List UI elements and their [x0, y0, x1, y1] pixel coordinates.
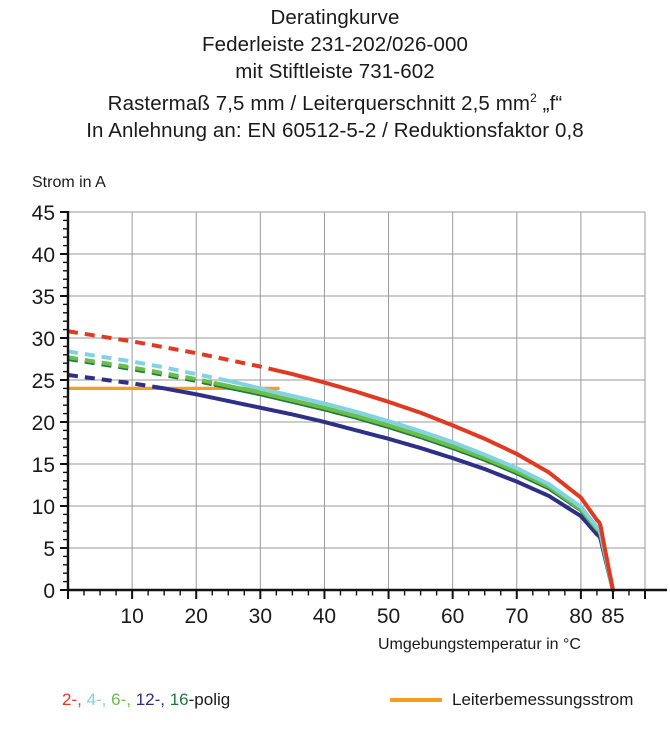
x-axis-label: Umgebungstemperatur in °C [378, 636, 581, 653]
x-tick-label: 60 [441, 605, 464, 628]
series-curve-6-polig [67, 355, 615, 592]
series-dashed-segment [67, 349, 223, 382]
legend-part-1: 4-, [86, 690, 112, 709]
chart-title-block: Deratingkurve Federleiste 231-202/026-00… [0, 4, 670, 144]
y-tick-label: 5 [43, 538, 55, 561]
y-tick-label: 45 [32, 202, 55, 225]
series-solid-segment [155, 385, 615, 592]
x-tick-label: 80 [569, 605, 592, 628]
legend-part-4: 16 [169, 690, 189, 709]
legend-rated-current-entry: Leiterbemessungsstrom [390, 690, 633, 710]
title-line-5: In Anlehnung an: EN 60512-5-2 / Reduktio… [86, 118, 584, 142]
x-tick-label: 40 [313, 605, 336, 628]
chart-legend: 2-, 4-, 6-, 12-, 16-polig Leiterbemessun… [0, 690, 670, 730]
series-dashed-segment [67, 355, 216, 386]
legend-part-2: 6-, [111, 690, 136, 709]
series-solid-segment [277, 369, 615, 592]
y-tick-label: 0 [43, 580, 55, 603]
x-tick-label: 50 [377, 605, 400, 628]
series-dashed-segment [67, 329, 281, 374]
y-tick-label: 15 [32, 454, 55, 477]
x-tick-label: 85 [601, 605, 624, 628]
legend-poles-entry: 2-, 4-, 6-, 12-, 16-polig [62, 690, 230, 710]
series-solid-segment [213, 381, 615, 592]
x-tick-label: 10 [120, 605, 143, 628]
legend-line-swatch [390, 698, 442, 702]
series-curve-2-polig [67, 329, 615, 592]
title-line-4: Rastermaß 7,5 mm / Leiterquerschnitt 2,5… [107, 91, 563, 115]
y-tick-label: 25 [32, 370, 55, 393]
y-tick-label: 30 [32, 328, 55, 351]
series-curve-4-polig [67, 349, 615, 592]
legend-rated-current-label: Leiterbemessungsstrom [452, 690, 634, 709]
legend-part-5: -polig [188, 690, 231, 709]
y-tick-label: 40 [32, 244, 55, 267]
title-line-3: mit Stiftleiste 731-602 [235, 60, 435, 83]
x-tick-label: 20 [185, 605, 208, 628]
series-dashed-segment [67, 372, 159, 390]
y-tick-label: 10 [32, 496, 55, 519]
series-solid-segment [219, 377, 615, 592]
y-axis-label: Strom in A [32, 174, 106, 191]
legend-part-0: 2-, [62, 690, 87, 709]
chart-plot-area: 0 5 10 15 20 25 30 35 40 45 10 20 30 40 50 60 70 80 85 [32, 202, 667, 628]
title-line-1: Deratingkurve [270, 6, 400, 29]
x-tick-label: 70 [505, 605, 528, 628]
title-line-2: Federleiste 231-202/026-000 [202, 33, 468, 56]
legend-part-3: 12-, [135, 690, 170, 709]
x-tick-label: 30 [249, 605, 272, 628]
y-tick-label: 35 [32, 286, 55, 309]
series-curve-12-polig [67, 372, 615, 592]
y-tick-label: 20 [32, 412, 55, 435]
